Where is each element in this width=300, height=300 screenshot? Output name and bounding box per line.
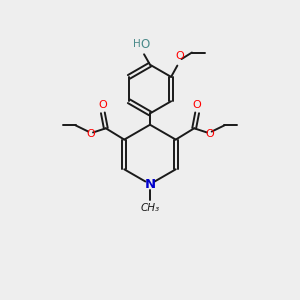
Text: O: O xyxy=(193,100,202,110)
Text: O: O xyxy=(98,100,107,110)
Text: O: O xyxy=(86,129,95,139)
Text: N: N xyxy=(144,178,156,191)
Text: O: O xyxy=(140,38,149,51)
Text: O: O xyxy=(205,129,214,139)
Text: H: H xyxy=(133,39,141,49)
Text: CH₃: CH₃ xyxy=(140,203,160,213)
Text: O: O xyxy=(175,50,184,61)
